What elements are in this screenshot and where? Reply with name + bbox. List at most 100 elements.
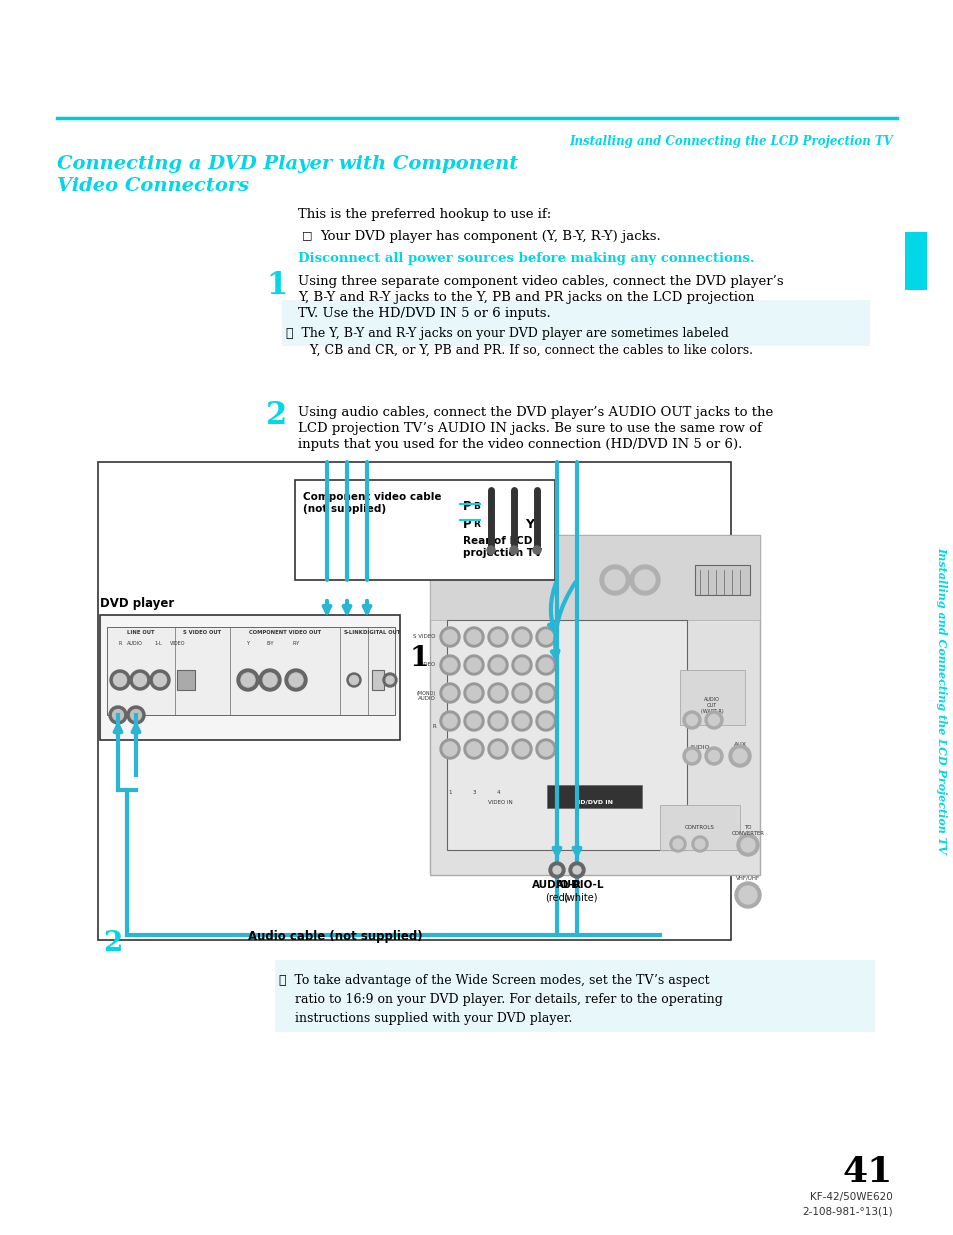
Text: 2: 2 — [266, 400, 287, 431]
Text: AUDIO-L: AUDIO-L — [556, 881, 603, 890]
Text: Y, CB and CR, or Y, PB and PR. If so, connect the cables to like colors.: Y, CB and CR, or Y, PB and PR. If so, co… — [286, 345, 752, 357]
Circle shape — [491, 714, 504, 727]
Circle shape — [467, 714, 480, 727]
Circle shape — [127, 706, 145, 724]
Circle shape — [515, 685, 529, 700]
Circle shape — [740, 839, 754, 852]
Circle shape — [538, 658, 553, 672]
Circle shape — [442, 658, 456, 672]
Text: CONTROLS: CONTROLS — [684, 825, 714, 830]
Text: ratio to 16:9 on your DVD player. For details, refer to the operating: ratio to 16:9 on your DVD player. For de… — [278, 993, 722, 1007]
Text: B-Y: B-Y — [266, 641, 274, 646]
Text: Connecting a DVD Player with Component: Connecting a DVD Player with Component — [57, 156, 517, 173]
Circle shape — [439, 683, 459, 703]
Circle shape — [112, 709, 123, 720]
Circle shape — [512, 711, 532, 731]
Circle shape — [604, 571, 624, 590]
Text: B: B — [473, 501, 479, 511]
FancyBboxPatch shape — [294, 480, 555, 580]
Text: 1: 1 — [448, 790, 452, 795]
Circle shape — [536, 655, 556, 676]
Text: Y: Y — [524, 517, 534, 531]
Circle shape — [349, 676, 358, 684]
Circle shape — [488, 711, 507, 731]
Circle shape — [347, 673, 360, 687]
Text: VIDEO: VIDEO — [170, 641, 186, 646]
Circle shape — [553, 866, 560, 874]
Circle shape — [686, 751, 697, 762]
Circle shape — [439, 655, 459, 676]
Text: ℳ  To take advantage of the Wide Screen modes, set the TV’s aspect: ℳ To take advantage of the Wide Screen m… — [278, 974, 709, 987]
Circle shape — [491, 742, 504, 756]
Circle shape — [695, 839, 704, 848]
Text: AUDIO: AUDIO — [689, 745, 709, 750]
Text: LCD projection TV’s AUDIO IN jacks. Be sure to use the same row of: LCD projection TV’s AUDIO IN jacks. Be s… — [297, 422, 761, 435]
Text: instructions supplied with your DVD player.: instructions supplied with your DVD play… — [278, 1011, 572, 1025]
Circle shape — [463, 627, 483, 647]
Bar — [695, 564, 749, 595]
Bar — [372, 671, 384, 690]
Circle shape — [599, 564, 629, 595]
Text: AUDIO
OUT
(WART R): AUDIO OUT (WART R) — [700, 697, 722, 714]
Circle shape — [536, 683, 556, 703]
Circle shape — [629, 564, 659, 595]
Circle shape — [737, 834, 759, 856]
Circle shape — [538, 742, 553, 756]
Circle shape — [538, 714, 553, 727]
Text: AUDIO: AUDIO — [417, 695, 436, 700]
Circle shape — [488, 683, 507, 703]
Circle shape — [463, 739, 483, 760]
Bar — [177, 671, 194, 690]
Circle shape — [442, 630, 456, 643]
Text: Rear of LCD
projection TV: Rear of LCD projection TV — [462, 536, 541, 557]
Text: inputs that you used for the video connection (HD/DVD IN 5 or 6).: inputs that you used for the video conne… — [297, 438, 741, 451]
Circle shape — [536, 711, 556, 731]
Circle shape — [258, 669, 281, 692]
Circle shape — [708, 751, 719, 762]
Circle shape — [635, 571, 655, 590]
Circle shape — [467, 685, 480, 700]
Bar — [546, 785, 641, 808]
Circle shape — [704, 747, 722, 764]
Circle shape — [463, 683, 483, 703]
Circle shape — [708, 715, 719, 725]
Text: 1: 1 — [266, 270, 287, 301]
Text: □: □ — [302, 230, 313, 240]
Circle shape — [669, 836, 685, 852]
Text: Video Connectors: Video Connectors — [57, 177, 249, 195]
Circle shape — [382, 673, 396, 687]
Circle shape — [573, 866, 580, 874]
Circle shape — [463, 711, 483, 731]
Circle shape — [734, 882, 760, 908]
Circle shape — [133, 673, 147, 687]
Text: Audio cable (not supplied): Audio cable (not supplied) — [248, 930, 422, 944]
Text: P: P — [462, 517, 471, 531]
FancyBboxPatch shape — [274, 960, 874, 1032]
Circle shape — [512, 739, 532, 760]
Circle shape — [491, 685, 504, 700]
Circle shape — [467, 658, 480, 672]
Circle shape — [241, 673, 254, 687]
Circle shape — [289, 673, 303, 687]
Circle shape — [691, 836, 707, 852]
Text: 2-108-981-°13(1): 2-108-981-°13(1) — [801, 1207, 892, 1216]
Circle shape — [150, 671, 170, 690]
Circle shape — [732, 748, 746, 763]
Bar — [904, 232, 926, 290]
Text: HD/DVD IN: HD/DVD IN — [575, 800, 613, 805]
Bar — [430, 535, 760, 876]
Text: AUX: AUX — [733, 742, 745, 747]
Circle shape — [488, 739, 507, 760]
Text: TO
CONVERTER: TO CONVERTER — [731, 825, 763, 836]
Text: VIDEO IN: VIDEO IN — [487, 800, 512, 805]
Text: COMPONENT VIDEO OUT: COMPONENT VIDEO OUT — [249, 630, 321, 635]
Circle shape — [439, 739, 459, 760]
Circle shape — [491, 630, 504, 643]
Circle shape — [548, 862, 564, 878]
Bar — [107, 627, 395, 715]
Circle shape — [442, 714, 456, 727]
Circle shape — [515, 714, 529, 727]
Text: VHF/UHF: VHF/UHF — [735, 876, 760, 881]
Circle shape — [704, 711, 722, 729]
Bar — [430, 535, 760, 620]
